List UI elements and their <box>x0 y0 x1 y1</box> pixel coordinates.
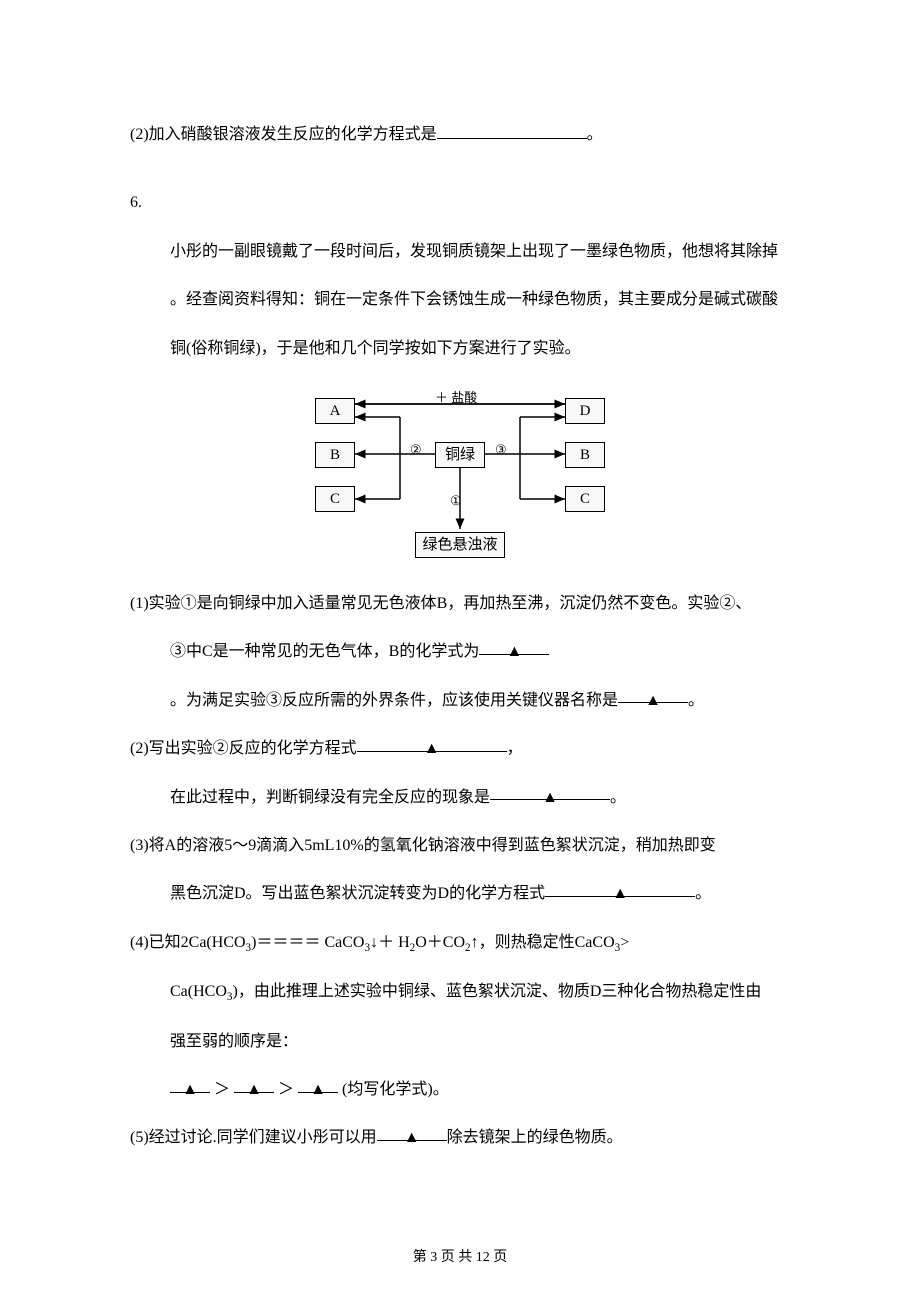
p4-e: ＞ <box>278 1081 294 1098</box>
q5-end: 。 <box>587 126 603 143</box>
q5-text: (2)加入硝酸银溶液发生反应的化学方程式是 <box>130 126 437 143</box>
p4-a3: ↓＋ H <box>370 934 410 951</box>
p3-line2: 黑色沉淀D。写出蓝色絮状沉淀转变为D的化学方程式▲。 <box>170 879 790 909</box>
q6-intro-3: 铜(俗称铜绿)，于是他和几个同学按如下方案进行了实验。 <box>170 334 790 364</box>
q6-num: 6. <box>130 194 142 211</box>
blank-remove: ▲ <box>377 1123 447 1141</box>
circ-2: ② <box>410 438 422 463</box>
p5-b: 除去镜架上的绿色物质。 <box>447 1129 623 1146</box>
p2-line2: 在此过程中，判断铜绿没有完全反应的现象是▲。 <box>170 783 790 813</box>
p4-a4: O＋CO <box>415 934 465 951</box>
p1-line3: 。为满足实验③反应所需的外界条件，应该使用关键仪器名称是▲。 <box>170 686 790 716</box>
blank-instrument: ▲ <box>618 686 688 704</box>
blank-order2: ▲ <box>234 1075 274 1093</box>
p4-line1: (4)已知2Ca(HCO3)＝＝＝＝ CaCO3↓＋ H2O＋CO2↑，则热稳定… <box>130 928 790 959</box>
blank-eq3: ▲ <box>545 879 695 897</box>
p2-b: ， <box>507 740 523 757</box>
p4-f: (均写化学式)。 <box>342 1081 449 1098</box>
p3-line1: (3)将A的溶液5～9滴滴入5mL10%的氢氧化钠溶液中得到蓝色絮状沉淀，稍加热… <box>130 831 790 861</box>
box-center: 铜绿 <box>435 442 485 468</box>
box-a-left: A <box>315 398 355 424</box>
blank-phenom: ▲ <box>490 783 610 801</box>
box-c-left: C <box>315 486 355 512</box>
q6-intro-2: 。经查阅资料得知：铜在一定条件下会锈蚀生成一种绿色物质，其主要成分是碱式碳酸 <box>170 285 790 315</box>
p1-b: ③中C是一种常见的无色气体，B的化学式为 <box>170 643 479 660</box>
p2-c: 在此过程中，判断铜绿没有完全反应的现象是 <box>170 789 490 806</box>
q5-part2: (2)加入硝酸银溶液发生反应的化学方程式是 。 <box>130 120 790 150</box>
blank-order3: ▲ <box>298 1075 338 1093</box>
box-b-left: B <box>315 442 355 468</box>
p4-line3: 强至弱的顺序是： <box>170 1027 790 1057</box>
q6-number: 6. <box>130 188 790 218</box>
box-bottom: 绿色悬浊液 <box>415 532 505 558</box>
p4-line2: Ca(HCO3)，由此推理上述实验中铜绿、蓝色絮状沉淀、物质D三种化合物热稳定性… <box>170 977 790 1008</box>
p4-b: Ca(HCO <box>170 983 227 1000</box>
q6-intro-1: 小彤的一副眼镜戴了一段时间后，发现铜质镜架上出现了一墨绿色物质，他想将其除掉 <box>170 237 790 267</box>
p1-line1: (1)实验①是向铜绿中加入适量常见无色液体B，再加热至沸，沉淀仍然不变色。实验②… <box>130 589 790 619</box>
p4-d: ＞ <box>214 1081 230 1098</box>
p5-a: (5)经过讨论.同学们建议小彤可以用 <box>130 1129 377 1146</box>
circ-1: ① <box>450 489 462 514</box>
p4-a6: > <box>620 934 629 951</box>
circ-3: ③ <box>495 438 507 463</box>
label-top: ＋ 盐酸 <box>435 386 477 411</box>
box-c-right: C <box>565 486 605 512</box>
p4-a: (4)已知2Ca(HCO <box>130 934 246 951</box>
p1-c: 。为满足实验③反应所需的外界条件，应该使用关键仪器名称是 <box>170 692 618 709</box>
p5-line: (5)经过讨论.同学们建议小彤可以用▲除去镜架上的绿色物质。 <box>130 1123 790 1153</box>
p2-line1: (2)写出实验②反应的化学方程式▲， <box>130 734 790 764</box>
p3-c: 。 <box>695 885 711 902</box>
blank-equation <box>437 121 587 139</box>
box-b-right: B <box>565 442 605 468</box>
page-footer: 第 3 页 共 12 页 <box>0 1245 920 1272</box>
flowchart-diagram: ＋ 盐酸 A D B 铜绿 B C C 绿色悬浊液 ① ② ③ <box>130 384 790 564</box>
blank-eq2: ▲ <box>357 734 507 752</box>
blank-b-formula: ▲ <box>479 637 549 655</box>
p4-a2: )＝＝＝＝ CaCO <box>251 934 364 951</box>
p4-b2: )，由此推理上述实验中铜绿、蓝色絮状沉淀、物质D三种化合物热稳定性由 <box>232 983 761 1000</box>
blank-order1: ▲ <box>170 1075 210 1093</box>
p4-a5: ↑，则热稳定性CaCO <box>471 934 615 951</box>
p3-b: 黑色沉淀D。写出蓝色絮状沉淀转变为D的化学方程式 <box>170 885 545 902</box>
box-d-right: D <box>565 398 605 424</box>
p1-d: 。 <box>688 692 704 709</box>
p2-d: 。 <box>610 789 626 806</box>
p4-line4: ▲ ＞ ▲ ＞ ▲ (均写化学式)。 <box>170 1075 790 1105</box>
p1-line2: ③中C是一种常见的无色气体，B的化学式为▲ <box>170 637 790 667</box>
p2-a: (2)写出实验②反应的化学方程式 <box>130 740 357 757</box>
